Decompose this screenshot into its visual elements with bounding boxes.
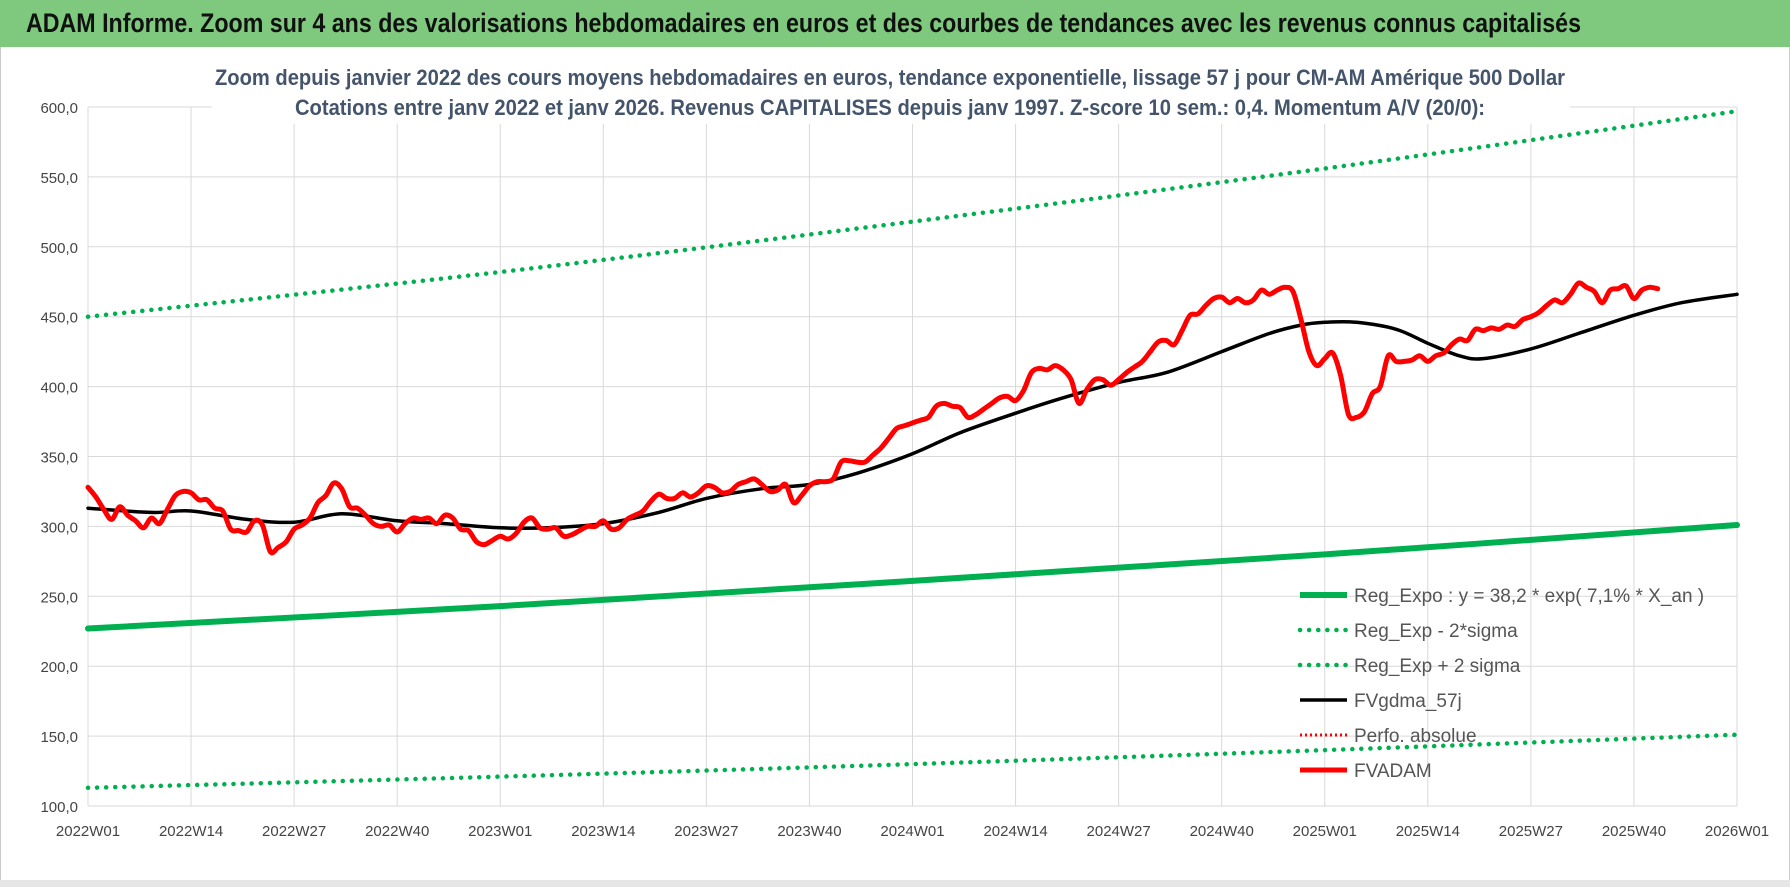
y-tick-label: 300,0: [40, 519, 78, 536]
chart-subtitle: Cotations entre janv 2022 et janv 2026. …: [295, 95, 1485, 120]
series-line-fvgdma: [86, 292, 1739, 531]
title-bar: ADAM Informe. Zoom sur 4 ans des valoris…: [0, 0, 1790, 47]
series-line-reg_minus: [85, 732, 1740, 791]
title-background: [212, 60, 1570, 124]
legend-label-reg_minus: Reg_Exp - 2*sigma: [1354, 621, 1518, 642]
y-tick-label: 250,0: [40, 589, 78, 606]
y-tick-label: 600,0: [40, 100, 78, 117]
x-tick-label: 2023W14: [571, 823, 635, 840]
y-tick-label: 400,0: [40, 380, 78, 397]
x-tick-label: 2023W40: [777, 823, 841, 840]
legend-label-fvgdma: FVgdma_57j: [1354, 691, 1462, 712]
chart-title: Zoom depuis janvier 2022 des cours moyen…: [215, 65, 1565, 90]
x-tick-label: 2025W27: [1499, 823, 1563, 840]
x-tick-label: 2024W14: [983, 823, 1047, 840]
y-tick-label: 350,0: [40, 450, 78, 467]
x-tick-label: 2024W01: [880, 823, 944, 840]
x-tick-label: 2024W40: [1190, 823, 1254, 840]
chart-area: 100,0 150,0 200,0 250,0 300,0 350,0 400,0 450,0…: [40, 60, 1769, 840]
bottom-strip: [0, 880, 1790, 887]
x-tick-label: 2025W01: [1293, 823, 1357, 840]
y-axis-tick-labels: 100,0 150,0 200,0 250,0 300,0 350,0 400,0 450,0…: [40, 100, 78, 816]
y-tick-label: 100,0: [40, 799, 78, 816]
x-tick-label: 2025W40: [1602, 823, 1666, 840]
legend-label-perfo: Perfo. absolue: [1354, 726, 1477, 747]
x-tick-label: 2025W14: [1396, 823, 1460, 840]
x-axis-tick-labels: 2022W01 2022W14 2022W27 2022W40 2023W01 2023W…: [56, 823, 1769, 840]
chart-title-block: Zoom depuis janvier 2022 des cours moyen…: [212, 60, 1570, 124]
grid-layer: [87, 106, 1738, 807]
x-tick-label: 2024W27: [1087, 823, 1151, 840]
y-tick-label: 200,0: [40, 659, 78, 676]
y-tick-label: 500,0: [40, 240, 78, 257]
series-line-fvadam: [85, 280, 1661, 556]
series-layer: [85, 108, 1740, 791]
legend: Reg_Expo : y = 38,2 * exp( 7,1% * X_an )…: [1297, 586, 1704, 782]
y-tick-label: 450,0: [40, 310, 78, 327]
x-tick-label: 2023W27: [674, 823, 738, 840]
x-tick-label: 2022W01: [56, 823, 120, 840]
y-tick-label: 550,0: [40, 170, 78, 187]
legend-label-fvadam: FVADAM: [1354, 761, 1432, 782]
y-tick-label: 150,0: [40, 729, 78, 746]
x-tick-label: 2022W27: [262, 823, 326, 840]
series-line-reg_expo: [85, 522, 1740, 632]
legend-label-reg_plus: Reg_Exp + 2 sigma: [1354, 656, 1521, 677]
series-line-reg_plus: [85, 108, 1740, 319]
legend-label-reg_expo: Reg_Expo : y = 38,2 * exp( 7,1% * X_an ): [1354, 586, 1704, 607]
x-tick-label: 2023W01: [468, 823, 532, 840]
x-tick-label: 2026W01: [1705, 823, 1769, 840]
x-tick-label: 2022W40: [365, 823, 429, 840]
x-tick-label: 2022W14: [159, 823, 223, 840]
page-title: ADAM Informe. Zoom sur 4 ans des valoris…: [26, 8, 1581, 38]
